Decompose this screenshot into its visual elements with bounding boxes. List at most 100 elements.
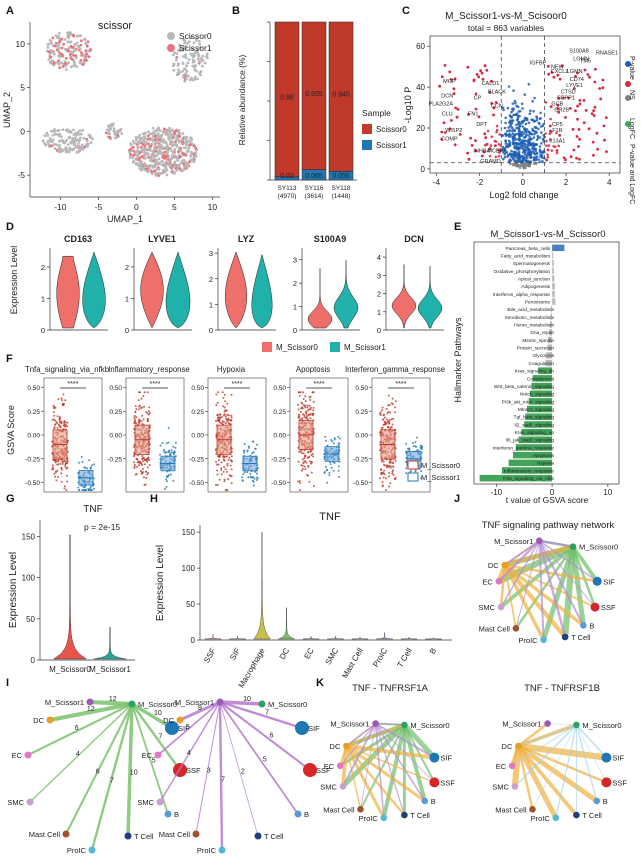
network-node (592, 576, 602, 586)
network-node (540, 636, 547, 644)
volcano-point (564, 116, 567, 119)
gsva-point (218, 416, 221, 419)
gsva-point (388, 422, 391, 425)
volcano-gene-label: LYVE1 (566, 83, 583, 89)
umap-point (74, 43, 77, 47)
network-node (515, 742, 522, 750)
umap-point (135, 153, 139, 157)
gsva-point (61, 463, 64, 465)
gsva-point (385, 477, 387, 480)
umap-point (116, 129, 120, 133)
volcano-point (553, 145, 557, 148)
gsva-point (59, 426, 62, 429)
volcano-point (523, 93, 527, 96)
volcano-point (443, 64, 447, 67)
star-edge-weight: 4 (187, 750, 191, 757)
gsva-point (93, 463, 95, 466)
umap-point (68, 53, 72, 56)
umap-point (176, 71, 180, 75)
legend-m1-swatch (330, 342, 340, 352)
gsva-point (331, 440, 334, 443)
volcano-gene-label: CXCL2 (551, 69, 569, 75)
network-node (192, 830, 200, 838)
star-edge-weight: 7 (158, 733, 162, 740)
volcano-point (527, 151, 530, 155)
gsva-point (89, 467, 92, 470)
panel-label-i: I (6, 677, 9, 689)
umap-point (85, 52, 88, 56)
volcano-point (532, 120, 536, 123)
network-node-label: Mast Cell (495, 805, 527, 814)
volcano-point (519, 122, 522, 126)
gsva-point (392, 473, 395, 476)
star-edge (65, 703, 133, 835)
umap-point (104, 131, 108, 135)
umap-point (150, 170, 154, 174)
volcano-point (453, 143, 457, 147)
umap-point (111, 122, 115, 126)
volcano-point (456, 108, 460, 111)
volcano-point (538, 145, 542, 148)
network-node-label: M_Scissor1 (45, 698, 84, 707)
gsva-point (81, 489, 84, 492)
network-edge (514, 545, 575, 630)
volcano-gene-label: SEPP1 (557, 95, 575, 101)
volcano-point (556, 73, 560, 77)
star-edge-weight: 2 (241, 769, 245, 776)
volcano-point (596, 147, 599, 151)
gsva-point (325, 439, 327, 442)
volcano-point (558, 134, 562, 137)
umap-point (181, 61, 185, 65)
umap-point (195, 69, 199, 73)
gsva-point (223, 459, 226, 462)
volcano-point (524, 139, 528, 143)
gsva-point (223, 406, 226, 409)
umap-point (181, 69, 185, 73)
umap-point (159, 140, 163, 143)
gsva-point (52, 411, 55, 414)
pathway-label: Interferon_gamma_response (492, 445, 554, 451)
volcano-gene-label: CP (474, 95, 482, 101)
gsva-point (140, 463, 143, 466)
network-node-label: B (431, 797, 436, 806)
panel-label-c: C (402, 5, 410, 17)
gsva-point (55, 479, 58, 482)
volcano-point (522, 166, 526, 170)
volcano-point (502, 108, 505, 112)
umap-point (174, 129, 178, 133)
umap-point (199, 57, 203, 60)
umap-point (187, 58, 191, 61)
umap-point (198, 72, 202, 75)
gsva-panel-title: Tnfa_signaling_via_nfkb (25, 365, 110, 374)
gsva-significance: **** (150, 381, 161, 388)
gsva-point (312, 455, 314, 458)
umap-point (131, 156, 135, 160)
volcano-point (514, 113, 517, 116)
volcano-point (474, 149, 478, 153)
pathway-label: Bile_acid_metabolism (507, 307, 554, 313)
network-edge (538, 540, 598, 582)
volcano-gene-label: MGP (443, 79, 456, 85)
gsva-point (394, 411, 397, 414)
umap-point (55, 48, 59, 52)
gsva-point (60, 468, 63, 471)
gsva-point (384, 423, 387, 426)
gsva-point (226, 470, 228, 473)
gsva-point (170, 448, 173, 451)
umap-point (184, 72, 188, 75)
umap-point (129, 153, 133, 156)
umap-point (189, 155, 193, 158)
panel-label-j: J (454, 493, 460, 505)
umap-point (185, 74, 188, 78)
umap-point (199, 70, 203, 73)
umap-point (73, 136, 77, 140)
gsva-point (243, 449, 246, 452)
network-node-label: DC (330, 742, 341, 751)
umap-point (181, 132, 185, 136)
pathways-ylabel: Hallmarker Pathways (453, 317, 463, 403)
network-node-label: B (174, 810, 179, 819)
network-node-label: Mast Cell (29, 830, 61, 839)
volcano-point (518, 139, 521, 142)
umap-point (171, 163, 175, 167)
